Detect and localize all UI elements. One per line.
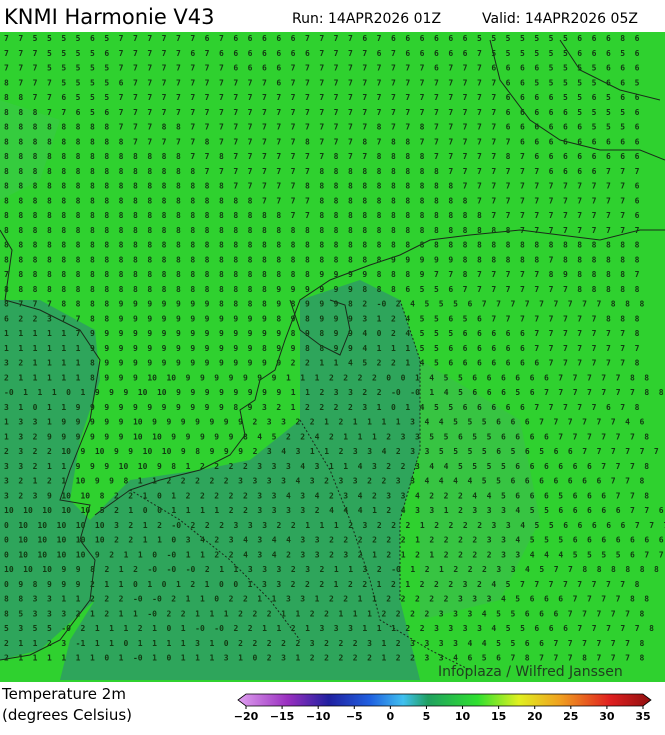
legend-title: Temperature 2m [1, 685, 126, 703]
grid-row: 7 7 7 5 5 5 5 6 7 7 7 7 7 6 7 6 6 6 6 6 … [4, 49, 640, 58]
coast-islands [559, 39, 661, 101]
coast-west [0, 229, 101, 661]
colorbar-tick-label: 35 [635, 710, 650, 723]
grid-row: 2 1 1 1 1 1 8 9 9 9 10 10 9 9 9 9 9 9 9 … [4, 373, 649, 382]
grid-row: 8 8 8 8 8 8 8 8 8 8 8 8 8 8 8 8 8 8 8 9 … [4, 285, 640, 294]
grid-row: 8 8 8 8 8 8 8 8 8 8 8 8 8 8 8 8 8 8 8 8 … [4, 211, 640, 220]
colorbar-tick-label: −15 [270, 710, 295, 723]
colorbar-tick-label: 15 [491, 710, 506, 723]
coastlines [0, 39, 665, 671]
grid-row: 8 7 7 7 5 5 5 5 6 7 7 7 7 7 7 7 7 7 7 6 … [4, 78, 640, 87]
grid-row: 8 8 8 8 8 8 8 8 8 8 8 8 8 8 8 8 8 8 7 7 … [4, 196, 640, 205]
colorbar-tick-label: 0 [387, 710, 395, 723]
legend-units: (degrees Celsius) [2, 706, 132, 724]
grid-row: 5 3 5 5 -0 2 1 1 1 2 1 0 1 -0 -0 2 2 1 1… [4, 624, 654, 633]
grid-row: 3 3 2 1 1 9 9 9 10 10 9 8 1 2 2 2 2 3 3 … [4, 462, 649, 471]
sea-shade [0, 100, 60, 200]
land-east [420, 360, 540, 620]
grid-row: 8 8 8 8 8 8 8 8 8 8 8 8 8 8 8 8 8 8 8 8 … [4, 226, 640, 235]
grid-row: 8 7 7 7 8 8 8 8 9 9 9 9 9 9 9 8 8 8 8 9 … [4, 300, 644, 309]
valid-time: Valid: 14APR2026 05Z [482, 11, 638, 27]
grid-row: 8 8 8 8 8 8 8 8 7 7 7 8 8 7 7 7 7 7 7 7 … [4, 123, 640, 132]
map-area: 7 7 5 5 5 5 6 5 7 7 7 7 7 7 6 7 6 6 6 6 … [0, 32, 665, 682]
colorbar-ticks: −20 −15 −10 −5 0 5 10 15 20 25 30 35 [234, 706, 651, 723]
grid-row: 3 2 1 1 1 1 8 9 9 9 9 9 9 9 9 9 9 9 9 9 … [4, 359, 640, 368]
grid-row: 2 3 2 2 10 9 10 9 9 10 10 9 8 9 9 9 2 3 … [4, 447, 659, 456]
grid-row: 0 9 8 9 9 9 2 1 1 0 1 0 1 2 1 0 0 1 3 3 … [4, 580, 640, 589]
grid-row: 1 1 1 1 1 1 9 9 9 9 9 9 9 9 9 9 9 9 8 9 … [4, 344, 640, 353]
grid-row: 8 8 8 8 8 8 8 8 8 8 8 8 8 7 7 8 7 7 7 7 … [4, 152, 640, 161]
run-time: Run: 14APR2026 01Z [292, 11, 441, 27]
model-title: KNMI Harmonie V43 [4, 5, 215, 29]
grid-row: 8 8 8 8 8 8 8 8 8 8 8 8 8 8 7 7 7 7 7 7 … [4, 167, 640, 176]
border-3 [399, 299, 421, 600]
grid-row: 0 10 10 10 10 10 3 2 1 2 -0 2 2 2 3 3 3 … [4, 521, 665, 530]
colorbar-tick-label: 30 [599, 710, 615, 723]
grid-row: 10 10 10 9 9 8 2 1 2 -0 -0 -0 2 1 1 3 3 … [4, 565, 665, 574]
grid-row: 3 2 1 2 1 10 9 9 8 1 1 2 2 2 2 2 3 3 3 3… [4, 477, 644, 486]
colorbar-tick-label: 5 [423, 710, 431, 723]
grid-row: 6 2 2 3 7 7 8 8 9 9 9 9 9 9 9 9 9 9 9 8 … [4, 314, 640, 323]
grid-row: 7 7 5 5 5 5 6 5 7 7 7 7 7 7 6 7 6 6 6 6 … [4, 34, 640, 43]
grid-row: 7 8 8 8 8 8 8 8 8 8 8 8 8 8 8 8 8 8 8 8 … [4, 270, 640, 279]
value-grid: 7 7 5 5 5 5 6 5 7 7 7 7 7 7 6 7 6 6 6 6 … [4, 34, 665, 663]
grid-row: 8 8 8 8 8 8 8 8 8 7 7 7 7 7 8 7 7 7 7 7 … [4, 137, 640, 146]
colorbar [237, 693, 652, 707]
grid-row: 8 8 3 3 1 1 2 2 2 -0 -0 2 1 1 0 2 2 1 1 … [4, 595, 649, 604]
grid-row: 8 8 8 7 7 6 5 6 7 7 7 7 7 7 7 7 7 7 7 7 … [4, 108, 640, 117]
coast-northeast [489, 39, 665, 161]
colorbar-tick-label: 20 [527, 710, 543, 723]
grid-row: 2 1 1 2 3 -1 1 1 0 1 1 1 1 3 1 0 2 2 2 2… [4, 639, 644, 648]
colorbar-tick-label: −20 [234, 710, 259, 723]
coast-north [94, 229, 665, 516]
credit: Infoplaza / Wilfred Janssen [438, 664, 623, 680]
grid-row: 8 8 8 8 8 8 8 8 8 8 8 8 8 8 8 8 8 8 8 8 … [4, 255, 640, 264]
grid-row: 0 10 10 10 10 10 2 2 1 1 0 3 4 2 3 4 3 4… [4, 536, 664, 545]
colorbar-tick-label: −10 [306, 710, 331, 723]
colorbar-tick-label: 10 [455, 710, 471, 723]
grid-row: 7 7 7 5 5 5 5 5 7 7 7 7 7 7 7 7 6 6 6 6 … [4, 64, 640, 73]
grid-row: 1 1 1 1 1 7 9 9 9 9 9 9 9 9 9 9 9 9 9 9 … [4, 329, 640, 338]
grid-row: 10 10 10 10 10 5 2 1 0 0 1 1 1 1 2 2 3 3… [4, 506, 664, 515]
grid-row: 0 10 10 10 10 9 2 1 1 0 -0 1 1 2 2 4 3 4… [4, 550, 664, 559]
grid-row: 1 3 3 1 9 9 9 9 9 10 9 9 9 9 9 9 9 2 3 3… [4, 418, 644, 427]
grid-row: 1 3 2 9 9 9 9 9 9 10 10 9 9 9 9 9 8 4 5 … [4, 432, 649, 441]
grid-row: 8 8 8 8 8 8 8 8 8 8 8 8 8 8 8 8 7 7 7 7 … [4, 182, 640, 191]
grid-row: 8 8 8 8 8 8 8 8 8 8 8 8 8 8 8 8 8 8 8 8 … [4, 241, 640, 250]
land-west [0, 300, 100, 660]
grid-row: 3 1 0 1 1 9 9 9 9 9 9 9 9 9 9 9 8 9 3 2 … [4, 403, 640, 412]
grid-row: 2 1 1 1 1 1 1 0 1 -0 1 0 1 1 1 3 1 0 2 3… [4, 654, 644, 663]
land-south [60, 280, 420, 680]
coast-inlet [289, 299, 351, 356]
grid-row: 3 2 3 9 10 10 8 2 2 1 0 1 2 2 2 2 2 3 3 … [4, 491, 649, 500]
grid-row: 8 8 7 7 6 5 5 5 7 7 7 7 7 7 7 7 7 7 7 7 … [4, 93, 640, 102]
grid-row: -0 1 1 1 0 1 9 9 9 10 10 9 9 9 9 9 9 9 9… [4, 388, 664, 397]
colorbar-tick-label: −5 [346, 710, 363, 723]
colorbar-tick-label: 25 [563, 710, 578, 723]
grid-row: 8 5 3 3 3 2 1 2 1 1 -0 2 2 1 1 1 2 2 2 1… [4, 609, 644, 618]
